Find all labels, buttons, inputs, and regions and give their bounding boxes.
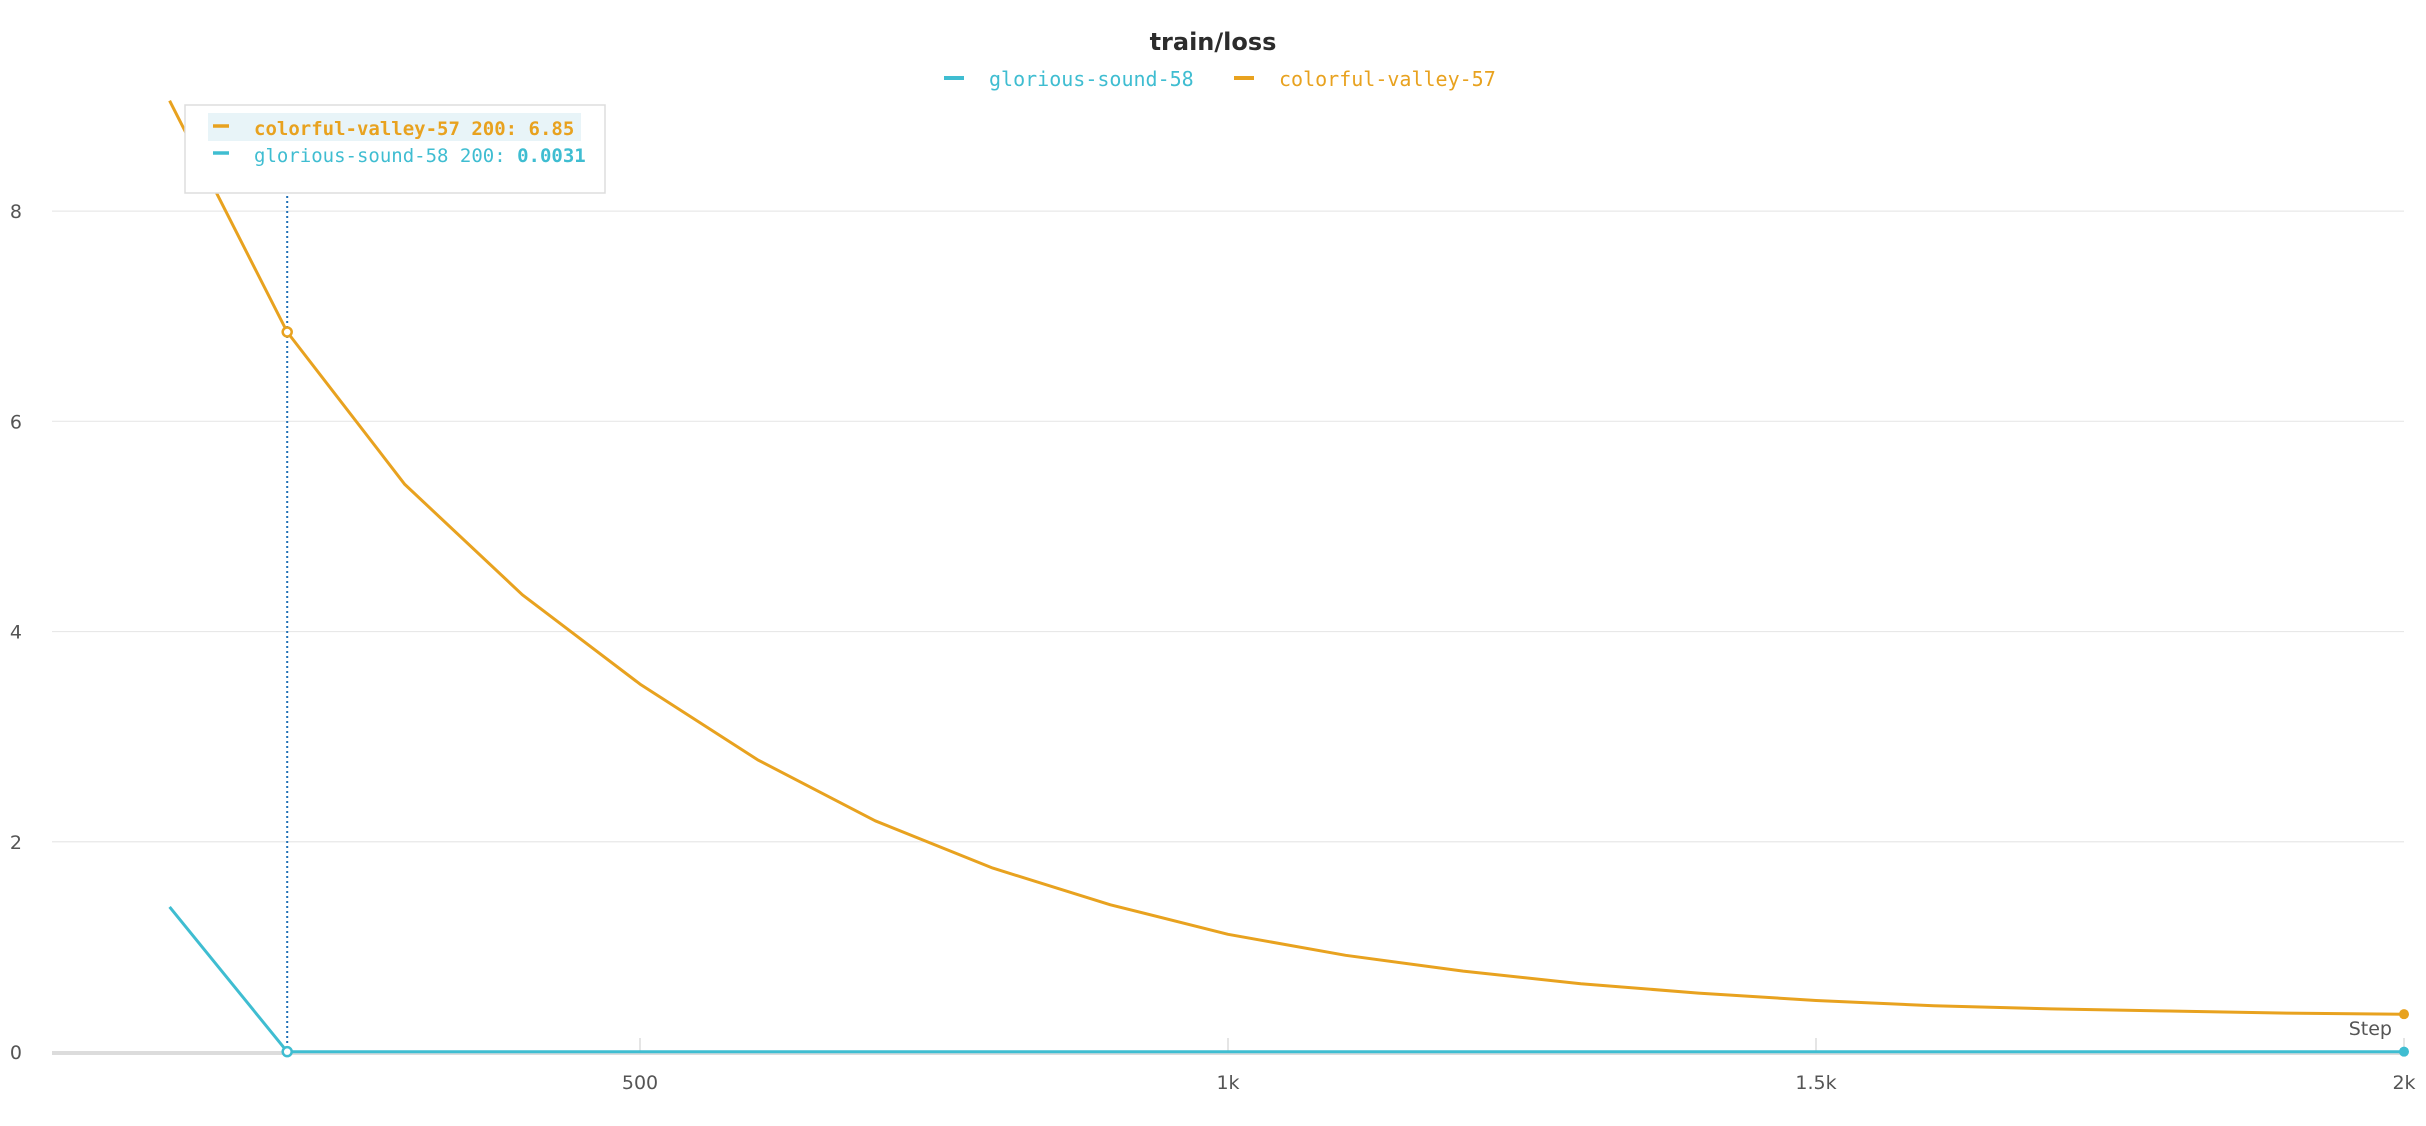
x-tick-label: 1.5k bbox=[1795, 1072, 1836, 1094]
chart-title: train/loss bbox=[1150, 28, 1277, 56]
x-tick-label: 1k bbox=[1216, 1072, 1239, 1094]
y-tick-label: 0 bbox=[10, 1042, 22, 1064]
x-tick-label: 500 bbox=[622, 1072, 658, 1094]
series-end-point bbox=[2399, 1009, 2409, 1020]
y-tick-label: 2 bbox=[10, 832, 22, 854]
y-tick-label: 8 bbox=[10, 201, 22, 223]
y-tick-label: 6 bbox=[10, 411, 22, 433]
hover-point bbox=[281, 326, 293, 338]
series-line-colorful-valley-57 bbox=[168, 100, 2405, 1016]
axes: 0 2 4 6 8 500 1k 1.5k 2k Step bbox=[10, 201, 2416, 1094]
series-line-glorious-sound-58 bbox=[168, 905, 2404, 1054]
x-axis-title: Step bbox=[2349, 1018, 2392, 1040]
x-tick-label: 2k bbox=[2392, 1072, 2415, 1094]
tooltip-row-highlight bbox=[208, 113, 581, 141]
tooltip-row: colorful-valley-57 200: 6.85 bbox=[254, 118, 574, 140]
tooltip-value: 0.0031 bbox=[517, 145, 586, 167]
series-end-point bbox=[2399, 1046, 2409, 1057]
grid-lines bbox=[52, 210, 2404, 843]
tooltip-series-label: glorious-sound-58 200: bbox=[254, 145, 517, 167]
hover-point bbox=[281, 1045, 293, 1058]
tooltip-value: 6.85 bbox=[529, 118, 575, 140]
overlay: colorful-valley-57 200: 6.85 glorious-sou… bbox=[184, 104, 606, 1058]
series-group bbox=[168, 100, 2409, 1057]
tooltip-series-label: colorful-valley-57 200: bbox=[254, 118, 529, 140]
legend-label: colorful-valley-57 bbox=[1279, 67, 1496, 91]
y-tick-label: 4 bbox=[10, 622, 22, 644]
legend-label: glorious-sound-58 bbox=[989, 67, 1194, 91]
tooltip-row: glorious-sound-58 200: 0.0031 bbox=[254, 145, 586, 167]
hover-tooltip: colorful-valley-57 200: 6.85 glorious-sou… bbox=[184, 104, 606, 194]
